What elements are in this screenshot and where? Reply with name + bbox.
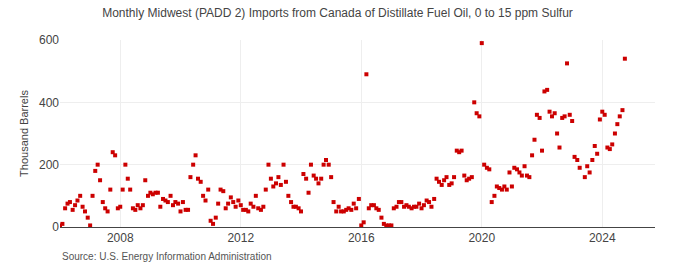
svg-text:Monthly Midwest (PADD 2) Impor: Monthly Midwest (PADD 2) Imports from Ca… [102, 6, 573, 20]
svg-text:2020: 2020 [468, 231, 495, 245]
svg-text:200: 200 [39, 158, 59, 172]
svg-text:2008: 2008 [107, 231, 134, 245]
svg-text:0: 0 [52, 220, 59, 234]
svg-text:Source: U.S. Energy Informatio: Source: U.S. Energy Information Administ… [62, 251, 272, 262]
svg-text:400: 400 [39, 96, 59, 110]
svg-text:2016: 2016 [348, 231, 375, 245]
svg-text:2024: 2024 [589, 231, 616, 245]
svg-text:600: 600 [39, 33, 59, 47]
svg-text:2012: 2012 [227, 231, 254, 245]
svg-text:Thousand Barrels: Thousand Barrels [18, 90, 30, 177]
